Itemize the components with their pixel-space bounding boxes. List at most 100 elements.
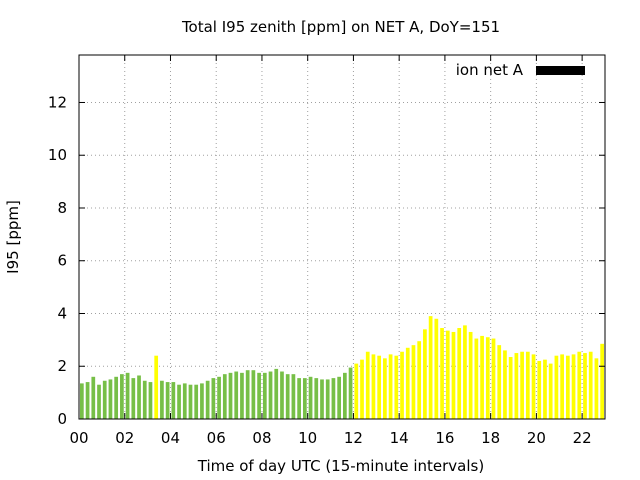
x-tick-label: 20 xyxy=(527,429,546,447)
bar xyxy=(537,360,542,419)
bar xyxy=(405,347,410,419)
bar xyxy=(485,337,490,419)
bar xyxy=(354,363,359,419)
bar xyxy=(131,378,136,419)
bar xyxy=(114,376,119,419)
bar xyxy=(274,368,279,419)
x-tick-label: 06 xyxy=(207,429,226,447)
bar xyxy=(583,353,587,419)
bar xyxy=(182,383,187,419)
y-axis-label: I95 [ppm] xyxy=(4,200,22,274)
bar xyxy=(137,375,141,419)
bar xyxy=(268,371,273,419)
bar xyxy=(343,372,347,419)
bar xyxy=(291,374,296,419)
bar xyxy=(600,343,604,419)
bar xyxy=(514,353,519,419)
x-tick-label: 00 xyxy=(69,429,88,447)
bar xyxy=(251,370,256,419)
bar xyxy=(285,374,290,419)
bar xyxy=(520,351,524,419)
bar xyxy=(400,351,404,419)
bar xyxy=(423,329,427,419)
chart-title: Total I95 zenith [ppm] on NET A, DoY=151 xyxy=(181,18,500,36)
bar xyxy=(394,355,399,419)
bar xyxy=(491,338,496,419)
bar xyxy=(188,384,193,419)
y-tick-label: 4 xyxy=(57,304,67,322)
bar xyxy=(171,382,176,419)
x-tick-label: 18 xyxy=(481,429,500,447)
bar xyxy=(360,359,364,419)
bar xyxy=(217,376,221,419)
bar xyxy=(160,380,164,419)
bar xyxy=(503,350,507,419)
bar xyxy=(457,328,462,419)
x-tick-label: 08 xyxy=(252,429,271,447)
bar xyxy=(428,316,433,419)
bar xyxy=(120,374,124,419)
x-tick-label: 16 xyxy=(435,429,454,447)
bar xyxy=(560,354,564,419)
bar xyxy=(377,355,382,419)
bar xyxy=(554,355,559,419)
bar xyxy=(302,378,307,419)
x-tick-label: 12 xyxy=(344,429,363,447)
legend-swatch xyxy=(536,66,585,75)
x-tick-label: 22 xyxy=(573,429,592,447)
bar xyxy=(577,351,582,419)
bar xyxy=(474,338,479,419)
bar xyxy=(571,354,576,419)
bar xyxy=(440,328,444,419)
bar xyxy=(508,357,513,419)
bar xyxy=(280,371,284,419)
bar xyxy=(102,380,107,419)
y-tick-label: 8 xyxy=(57,199,67,217)
bar xyxy=(205,380,210,419)
bar xyxy=(548,363,553,419)
bar xyxy=(211,378,216,419)
bar xyxy=(320,379,324,419)
bar xyxy=(154,355,159,419)
bars xyxy=(80,316,604,419)
y-tick-label: 12 xyxy=(48,93,67,111)
bar xyxy=(177,384,181,419)
grid xyxy=(79,55,605,419)
bar xyxy=(411,345,416,419)
bar xyxy=(588,351,593,419)
bar xyxy=(383,358,387,419)
bar xyxy=(245,370,250,419)
bar xyxy=(480,335,484,419)
bar xyxy=(434,318,439,419)
bar xyxy=(108,379,113,419)
bar xyxy=(325,379,330,419)
x-axis-label: Time of day UTC (15-minute intervals) xyxy=(197,457,484,475)
y-tick-label: 0 xyxy=(57,410,67,428)
bar xyxy=(365,351,370,419)
bar xyxy=(497,345,502,419)
bar xyxy=(228,372,233,419)
legend: ion net A xyxy=(456,61,585,79)
x-tick-label: 10 xyxy=(298,429,317,447)
y-tick-label: 10 xyxy=(48,146,67,164)
bar xyxy=(468,331,473,419)
bar xyxy=(417,341,422,419)
x-tick-label: 14 xyxy=(390,429,409,447)
bar xyxy=(91,376,96,419)
bar xyxy=(543,359,547,419)
legend-label: ion net A xyxy=(456,61,524,79)
bar xyxy=(463,325,467,419)
bar xyxy=(348,367,353,419)
bar xyxy=(200,383,204,419)
plot-frame xyxy=(78,54,606,420)
bar xyxy=(525,351,530,419)
bar xyxy=(594,358,599,419)
bar xyxy=(257,372,261,419)
bar xyxy=(308,376,313,419)
bar xyxy=(451,331,456,419)
bar xyxy=(331,378,336,419)
bar xyxy=(80,383,84,419)
bar xyxy=(165,382,170,419)
bar xyxy=(85,382,90,419)
